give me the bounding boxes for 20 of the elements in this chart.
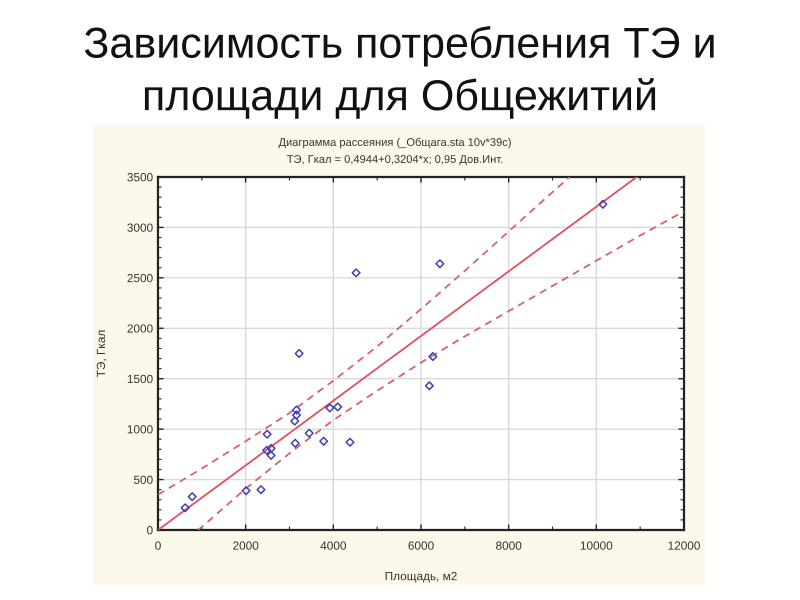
y-tick-label: 1000 <box>128 425 153 434</box>
x-tick-label: 8000 <box>496 541 522 550</box>
text: ТЭ, Гкал = 0,4944+0,3204*x; 0,95 Дов.Инт. <box>287 155 502 166</box>
x-tick-label: 6000 <box>408 541 434 550</box>
y-tick-label: 0 <box>147 526 153 534</box>
y-tick-label: 3000 <box>127 223 153 232</box>
y-tick-label: 2500 <box>127 274 153 282</box>
x-tick-label: 10000 <box>580 541 612 550</box>
x-tick-label: 0 <box>155 541 161 550</box>
x-tick-label: 2000 <box>233 541 258 550</box>
y-tick-label: 2000 <box>127 324 153 333</box>
y-tick-label: 3500 <box>127 173 153 182</box>
chart-subtitle: Диаграмма рассеяния (_Общага.sta 10v*39c) <box>278 138 511 148</box>
x-tick-label: 4000 <box>320 541 346 550</box>
y-axis-title: ТЭ, Гкал <box>96 330 106 377</box>
x-tick-label: 12000 <box>668 541 700 550</box>
y-tick-label: 1500 <box>128 374 153 384</box>
y-tick-label: 500 <box>134 476 153 484</box>
x-axis-title: Площадь, м2 <box>386 572 457 582</box>
chart-title: Зависимость потребления ТЭ и площади для Общежитий <box>84 26 714 119</box>
